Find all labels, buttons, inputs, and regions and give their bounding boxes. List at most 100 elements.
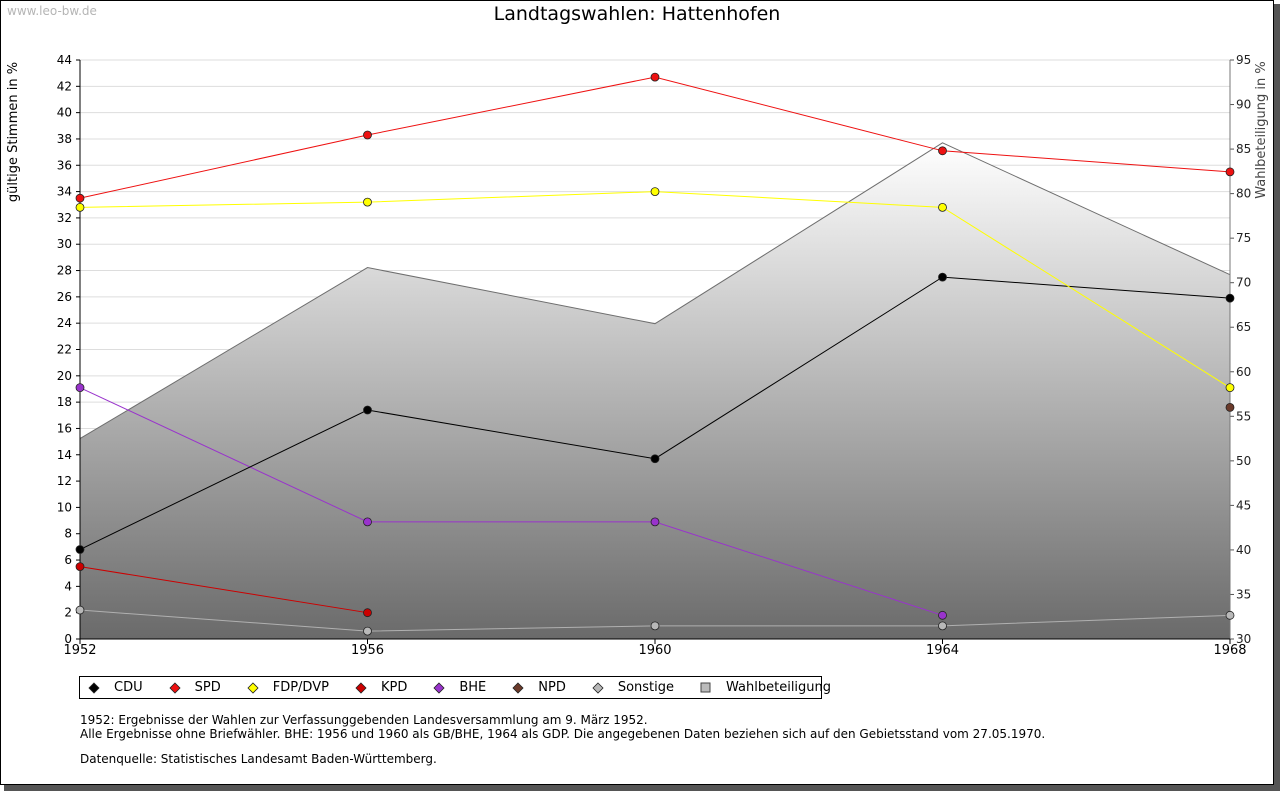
legend-label: BHE [459,680,487,695]
y-axis-title: gültige Stimmen in % [6,62,21,202]
legend-label: SPD [194,680,221,695]
y-tick-label: 30 [57,237,72,251]
data-point [1225,293,1235,303]
y-tick-label: 44 [57,53,72,67]
diamond-marker-icon [88,681,100,694]
y2-tick-label: 40 [1236,543,1251,557]
x-tick-label: 1964 [926,643,959,658]
y-tick-label: 4 [64,579,72,593]
series-line [79,76,1231,199]
y-tick-label: 40 [57,106,72,120]
legend-item: KPD [355,680,407,695]
legend-label: FDP/DVP [272,680,329,695]
series-fdpdvp [75,187,1235,393]
y2-tick-label: 80 [1236,187,1251,201]
y2-tick-label: 55 [1236,409,1251,423]
turnout-line [79,142,1231,440]
diamond-marker-icon [433,681,445,694]
legend-label: Sonstige [617,680,675,695]
y-tick-label: 20 [57,369,72,383]
site-watermark: www.leo-bw.de [7,4,97,18]
footnote-2: Alle Ergebnisse ohne Briefwähler. BHE: 1… [80,727,1046,741]
y2-tick-label: 50 [1236,454,1251,468]
y-tick-label: 24 [57,316,72,330]
y-tick-label: 38 [57,132,72,146]
data-point [363,517,372,527]
y-tick-label: 12 [57,474,72,488]
data-point [363,626,372,636]
footnote-1: 1952: Ergebnisse der Wahlen zur Verfassu… [80,713,648,727]
y2-axis-title: Wahlbeteiligung in % [1254,61,1269,198]
y2-tick-label: 75 [1236,231,1251,245]
y-tick-label: 42 [57,79,72,93]
y-tick-label: 2 [64,606,72,620]
data-point [363,130,372,140]
data-point [650,72,660,82]
y2-tick-label: 30 [1236,632,1251,646]
y-tick-label: 22 [57,343,72,357]
series-line [79,566,368,614]
data-point [1225,383,1235,393]
y-tick-label: 10 [57,500,72,514]
data-point [938,610,947,620]
turnout-area [80,142,1230,639]
y-tick-label: 16 [57,421,72,435]
y-tick-label: 34 [57,185,72,199]
y-tick-label: 8 [64,527,72,541]
series-kpd [75,562,372,618]
y-tick-label: 32 [57,211,72,225]
data-point [75,193,85,203]
diamond-marker-icon [169,681,181,694]
data-point [75,383,85,393]
line-chart: 0246810121416182022242628303234363840424… [6,53,1269,658]
y-tick-label: 14 [57,448,72,462]
y2-tick-label: 95 [1236,53,1251,67]
y2-tick-label: 90 [1236,98,1251,112]
legend: CDU SPD FDP/DVP KPD BHE NPD Sonstige Wahlbeteil… [79,676,831,699]
y2-tick-label: 85 [1236,142,1251,156]
x-tick-label: 1960 [638,643,671,658]
y-tick-label: 0 [64,632,72,646]
data-source: Datenquelle: Statistisches Landesamt Bad… [80,752,437,766]
x-tick-label: 1956 [351,643,384,658]
legend-item: FDP/DVP [247,680,329,695]
frame-shadow-right [1274,4,1280,791]
legend-item: BHE [433,680,486,695]
data-point [75,545,85,554]
legend-label: NPD [538,680,566,695]
legend-item: NPD [512,680,566,695]
axis-labels: 0246810121416182022242628303234363840424… [6,53,1269,658]
y2-tick-label: 45 [1236,498,1251,512]
diamond-marker-icon [512,681,524,694]
y-tick-label: 36 [57,158,72,172]
diamond-marker-icon [247,681,259,694]
series-line [79,387,943,616]
y-tick-label: 26 [57,290,72,304]
legend-label: Wahlbeteiligung [726,680,832,695]
square-marker-icon [700,682,711,692]
data-point [1225,167,1235,177]
data-point [650,517,660,527]
data-point [75,562,85,572]
data-point [938,146,947,156]
data-point [363,197,372,207]
legend-item: CDU [88,680,143,695]
y-tick-label: 6 [64,553,72,567]
data-point [363,608,372,618]
legend-item: SPD [169,680,221,695]
legend-label: CDU [114,680,143,695]
y2-tick-label: 70 [1236,276,1251,290]
legend-item: Sonstige [592,680,674,695]
data-series [75,72,1235,636]
x-tick-label: 1952 [63,643,96,658]
data-point [75,202,85,212]
footnotes: 1952: Ergebnisse der Wahlen zur Verfassu… [80,713,1045,741]
legend-label: KPD [380,680,408,695]
frame-shadow-bottom [4,785,1280,791]
data-point [1225,610,1235,620]
y-tick-label: 28 [57,264,72,278]
chart-title: Landtagswahlen: Hattenhofen [493,3,781,25]
series-cdu [75,272,1235,554]
y-tick-label: 18 [57,395,72,409]
data-point [75,605,85,615]
